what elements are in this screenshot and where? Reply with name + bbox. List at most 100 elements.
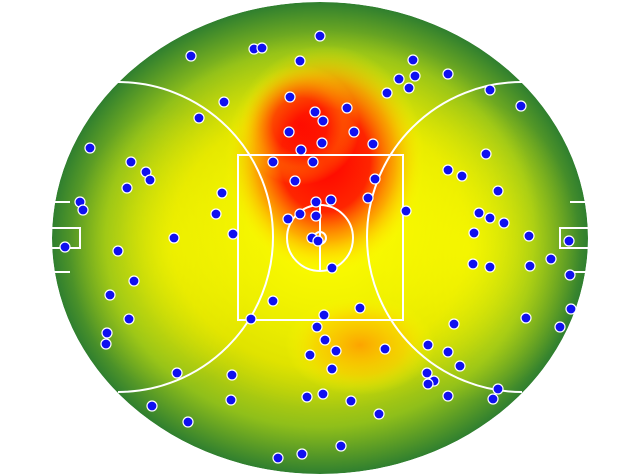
event-point xyxy=(301,391,313,403)
event-point xyxy=(421,367,433,379)
event-point xyxy=(335,440,347,452)
event-point xyxy=(101,327,113,339)
event-point xyxy=(304,349,316,361)
event-point xyxy=(311,321,323,333)
event-point xyxy=(379,343,391,355)
event-point xyxy=(210,208,222,220)
event-point xyxy=(272,452,284,464)
event-point xyxy=(393,73,405,85)
event-point xyxy=(128,275,140,287)
event-point xyxy=(294,208,306,220)
event-point xyxy=(307,156,319,168)
event-point xyxy=(325,194,337,206)
event-point xyxy=(524,260,536,272)
right-50m-arc xyxy=(366,81,523,393)
event-point xyxy=(296,448,308,460)
event-point xyxy=(282,213,294,225)
event-point xyxy=(168,232,180,244)
event-point xyxy=(112,245,124,257)
event-point xyxy=(283,126,295,138)
event-point xyxy=(484,84,496,96)
event-point xyxy=(182,416,194,428)
event-point xyxy=(225,394,237,406)
event-point xyxy=(121,182,133,194)
event-point xyxy=(316,137,328,149)
event-point xyxy=(498,217,510,229)
event-point xyxy=(146,400,158,412)
event-point xyxy=(473,207,485,219)
event-point xyxy=(294,55,306,67)
event-point xyxy=(326,363,338,375)
event-point xyxy=(256,42,268,54)
event-point xyxy=(381,87,393,99)
event-point xyxy=(367,138,379,150)
event-point xyxy=(348,126,360,138)
event-point xyxy=(326,262,338,274)
event-point xyxy=(267,295,279,307)
event-point xyxy=(484,212,496,224)
event-point xyxy=(409,70,421,82)
event-point xyxy=(84,142,96,154)
event-point xyxy=(144,174,156,186)
event-point xyxy=(226,369,238,381)
event-point xyxy=(245,313,257,325)
event-point xyxy=(267,156,279,168)
event-point xyxy=(341,102,353,114)
event-point xyxy=(314,30,326,42)
event-point xyxy=(317,388,329,400)
event-point xyxy=(284,91,296,103)
event-point xyxy=(373,408,385,420)
event-point xyxy=(448,318,460,330)
event-point xyxy=(454,360,466,372)
event-point xyxy=(310,196,322,208)
event-point xyxy=(407,54,419,66)
event-point xyxy=(442,390,454,402)
event-point xyxy=(295,144,307,156)
event-point xyxy=(565,303,577,315)
event-point xyxy=(104,289,116,301)
event-point xyxy=(545,253,557,265)
event-point xyxy=(171,367,183,379)
event-point xyxy=(289,175,301,187)
event-point xyxy=(400,205,412,217)
event-point xyxy=(523,230,535,242)
event-point xyxy=(354,302,366,314)
event-point xyxy=(456,170,468,182)
event-point xyxy=(403,82,415,94)
event-points xyxy=(59,30,577,464)
event-point xyxy=(468,227,480,239)
event-point xyxy=(369,173,381,185)
event-point xyxy=(492,185,504,197)
centre-square xyxy=(237,154,404,321)
event-point xyxy=(563,235,575,247)
event-point xyxy=(442,68,454,80)
event-point xyxy=(77,204,89,216)
event-point xyxy=(480,148,492,160)
event-point xyxy=(318,309,330,321)
event-point xyxy=(309,106,321,118)
event-point xyxy=(554,321,566,333)
event-point xyxy=(216,187,228,199)
event-point xyxy=(345,395,357,407)
event-point xyxy=(100,338,112,350)
event-point xyxy=(319,334,331,346)
event-point xyxy=(564,269,576,281)
right-goal-square xyxy=(559,227,588,249)
event-point xyxy=(492,383,504,395)
event-point xyxy=(193,112,205,124)
event-point xyxy=(442,346,454,358)
event-point xyxy=(218,96,230,108)
event-point xyxy=(515,100,527,112)
event-point xyxy=(484,261,496,273)
event-point xyxy=(362,192,374,204)
event-point xyxy=(487,393,499,405)
event-point xyxy=(227,228,239,240)
event-point xyxy=(312,235,324,247)
event-point xyxy=(520,312,532,324)
event-point xyxy=(310,210,322,222)
event-point xyxy=(125,156,137,168)
event-point xyxy=(59,241,71,253)
event-point xyxy=(422,378,434,390)
event-point xyxy=(422,339,434,351)
